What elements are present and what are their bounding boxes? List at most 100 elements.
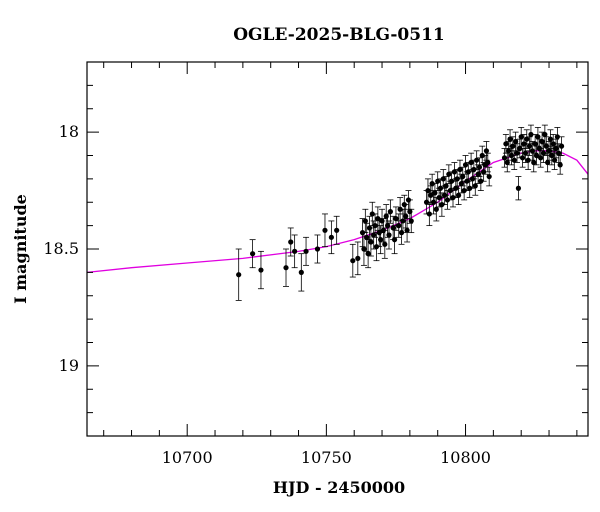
data-point (557, 162, 563, 168)
data-point (432, 190, 438, 196)
data-point (361, 246, 367, 252)
data-point (457, 166, 463, 173)
data-point (536, 145, 542, 152)
data-point (440, 176, 446, 182)
data-point (545, 159, 551, 166)
data-point (531, 159, 537, 166)
data-point (314, 246, 321, 252)
data-point (366, 225, 373, 231)
data-point (368, 239, 374, 245)
data-point (446, 171, 452, 177)
data-point (519, 155, 526, 161)
data-point (539, 138, 545, 145)
data-point (525, 157, 531, 163)
data-point (538, 155, 544, 161)
data-point (379, 218, 385, 224)
data-point (481, 169, 487, 175)
data-point (486, 173, 492, 180)
plot-frame (86, 61, 589, 437)
data-point (250, 251, 256, 257)
data-points-layer (236, 131, 565, 278)
data-point (369, 211, 375, 217)
data-point (447, 187, 453, 194)
data-point (553, 145, 559, 152)
data-point (365, 251, 371, 257)
data-point (385, 223, 391, 229)
data-point (403, 213, 409, 219)
data-point (430, 199, 437, 205)
data-point (328, 234, 334, 240)
data-point (371, 232, 377, 238)
data-point (507, 136, 513, 142)
y-tick-label: 19 (59, 356, 79, 375)
x-tick-label: 10800 (440, 448, 491, 467)
x-axis-label: HJD - 2450000 (273, 478, 405, 497)
data-point (528, 131, 534, 138)
data-point (529, 148, 535, 154)
chart-title: OGLE-2025-BLG-0511 (233, 25, 445, 45)
data-point (288, 239, 294, 245)
data-point (517, 145, 523, 152)
data-point (508, 152, 515, 159)
data-point (558, 143, 565, 149)
data-point (433, 206, 439, 212)
data-point (478, 178, 484, 184)
data-point (407, 209, 413, 215)
data-point (513, 138, 519, 145)
data-point (468, 159, 474, 166)
data-point (376, 230, 382, 236)
data-point (549, 152, 555, 159)
data-point (283, 265, 289, 271)
data-point (535, 134, 541, 140)
x-tick-label: 10700 (162, 448, 213, 467)
data-point (554, 134, 560, 140)
data-point (383, 213, 389, 219)
data-point (393, 216, 399, 222)
data-point (471, 166, 477, 173)
data-point (404, 227, 410, 233)
data-point (401, 201, 407, 208)
data-point (428, 192, 434, 198)
data-point (510, 143, 516, 149)
data-point (542, 131, 548, 138)
data-point (453, 185, 459, 191)
data-point (460, 173, 466, 180)
data-point (547, 136, 554, 142)
data-point (449, 178, 455, 184)
data-point (483, 148, 490, 154)
data-point (426, 211, 432, 217)
y-tick-label: 18.5 (43, 239, 79, 258)
data-point (461, 187, 467, 194)
data-point (408, 218, 414, 224)
data-point (458, 180, 464, 187)
data-point (258, 267, 264, 273)
data-point (552, 157, 558, 163)
data-point (450, 194, 456, 201)
axis-ticks (87, 61, 588, 437)
data-point (485, 159, 491, 166)
x-tick-label: 10750 (301, 448, 352, 467)
axis-tick-labels: 10700 10750 10800 18 18.5 19 (43, 122, 491, 467)
data-point (506, 148, 512, 154)
data-point (464, 178, 470, 184)
data-point (236, 272, 242, 278)
data-point (298, 269, 304, 275)
data-point (550, 141, 556, 147)
data-point (503, 141, 509, 147)
data-point (474, 157, 480, 163)
data-point (382, 241, 388, 247)
data-point (391, 237, 398, 243)
data-point (334, 227, 340, 233)
data-point (398, 230, 405, 236)
data-point (472, 183, 478, 189)
data-point (425, 187, 431, 194)
data-point (423, 199, 430, 205)
data-point (518, 134, 524, 140)
data-point (501, 155, 508, 161)
data-point (521, 141, 527, 147)
data-point (429, 180, 435, 187)
data-point (540, 150, 547, 156)
data-point (469, 176, 476, 182)
data-point (475, 171, 481, 177)
